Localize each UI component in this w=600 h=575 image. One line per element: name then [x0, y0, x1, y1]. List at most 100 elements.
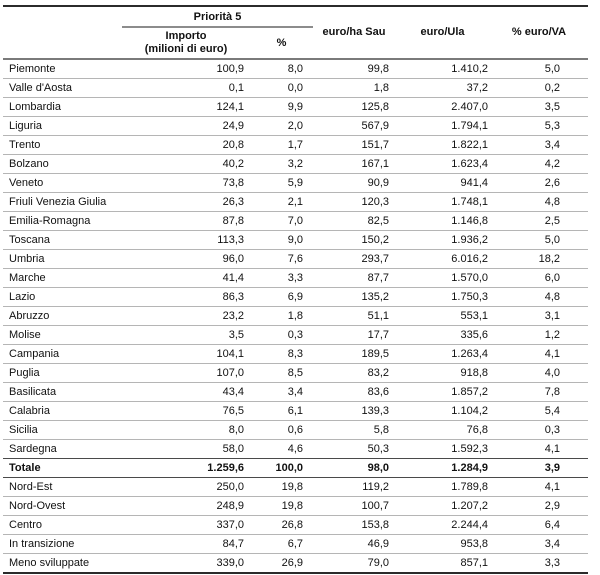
cell-sau: 125,8: [313, 97, 395, 117]
cell-pct: 9,0: [250, 230, 313, 250]
cell-sau: 120,3: [313, 192, 395, 212]
cell-pct: 0,3: [250, 325, 313, 345]
cell-va: 5,0: [544, 63, 560, 75]
cell-pct: 26,8: [250, 515, 313, 535]
table-row: Calabria 76,5 6,1 139,3 1.104,2 5,4: [3, 401, 588, 421]
cell-sau: 150,2: [313, 230, 395, 250]
table-row: Bolzano 40,2 3,2 167,1 1.623,4 4,2: [3, 154, 588, 174]
cell-importo: 41,4: [122, 268, 250, 288]
cell-importo: 100,9: [216, 63, 244, 75]
table-row: Molise 3,5 0,3 17,7 335,6 1,2: [3, 325, 588, 345]
cell-va: 5,3: [490, 116, 588, 136]
row-label: Meno sviluppate: [3, 553, 122, 573]
cell-ula: 1.284,9: [395, 458, 490, 478]
cell-ula: 1.936,2: [395, 230, 490, 250]
table-row: Sicilia 8,0 0,6 5,8 76,8 0,3: [3, 420, 588, 440]
cell-pct: 3,4: [250, 382, 313, 402]
cell-importo: 73,8: [122, 173, 250, 193]
cell-sau: 100,7: [313, 496, 395, 516]
cell-pct: 6,9: [250, 287, 313, 307]
table-header: Priorità 5 euro/ha Sau euro/Ula % euro/V…: [3, 6, 588, 59]
cell-pct: 9,9: [250, 97, 313, 117]
row-label: Basilicata: [3, 382, 122, 402]
cell-pct: 3,3: [250, 268, 313, 288]
cell-importo: 3,5: [122, 325, 250, 345]
cell-pct: 6,7: [250, 534, 313, 554]
cell-sau: 83,2: [313, 363, 395, 383]
cell-sau: 139,3: [313, 401, 395, 421]
header-group-row: Priorità 5 euro/ha Sau euro/Ula % euro/V…: [3, 6, 588, 38]
cell-pct: 0,6: [250, 420, 313, 440]
header-col-importo: Importo (milioni di euro): [144, 30, 228, 55]
row-label: Abruzzo: [3, 306, 122, 326]
cell-importo: 250,0: [122, 477, 250, 497]
cell-pct: 1,7: [250, 135, 313, 155]
row-label: Lombardia: [3, 97, 122, 117]
cell-importo: 26,3: [122, 192, 250, 212]
cell-sau: 99,8: [367, 63, 389, 75]
cell-sau: 189,5: [313, 344, 395, 364]
row-label: Bolzano: [3, 154, 122, 174]
cell-va: 3,9: [490, 458, 588, 478]
cell-sau: 79,0: [313, 553, 395, 573]
cell-va: 4,1: [490, 477, 588, 497]
cell-importo: 104,1: [122, 344, 250, 364]
cell-ula: 37,2: [395, 78, 490, 98]
cell-pct: 8,3: [250, 344, 313, 364]
cell-va: 0,3: [490, 420, 588, 440]
cell-va: 2,9: [490, 496, 588, 516]
row-label: Sardegna: [3, 439, 122, 459]
cell-ula: 1.570,0: [395, 268, 490, 288]
cell-ula: 1.857,2: [395, 382, 490, 402]
table-row: Nord-Ovest 248,9 19,8 100,7 1.207,2 2,9: [3, 496, 588, 516]
cell-pct: 2,0: [250, 116, 313, 136]
total-row: Totale 1.259,6 100,0 98,0 1.284,9 3,9: [3, 458, 588, 478]
header-col-euro-ha-sau: euro/ha Sau: [322, 26, 386, 39]
table-row: Trento 20,8 1,7 151,7 1.822,1 3,4: [3, 135, 588, 155]
row-label: In transizione: [3, 534, 122, 554]
cell-importo: 124,1: [122, 97, 250, 117]
table-row: Lombardia 124,1 9,9 125,8 2.407,0 3,5: [3, 97, 588, 117]
cell-sau: 50,3: [313, 439, 395, 459]
cell-pct: 1,8: [250, 306, 313, 326]
cell-va: 2,5: [490, 211, 588, 231]
cell-va: 6,0: [490, 268, 588, 288]
cell-ula: 1.104,2: [395, 401, 490, 421]
cell-sau: 90,9: [313, 173, 395, 193]
cell-ula: 1.146,8: [395, 211, 490, 231]
cell-ula: 1.750,3: [395, 287, 490, 307]
cell-importo: 0,1: [122, 78, 250, 98]
cell-pct: 6,1: [250, 401, 313, 421]
header-col-pct-euro-va: % euro/VA: [511, 26, 567, 39]
cell-importo: 40,2: [122, 154, 250, 174]
cell-sau: 167,1: [313, 154, 395, 174]
cell-importo: 24,9: [122, 116, 250, 136]
cell-va: 1,2: [490, 325, 588, 345]
cell-ula: 76,8: [395, 420, 490, 440]
cell-va: 4,8: [490, 192, 588, 212]
row-label: Valle d'Aosta: [3, 78, 122, 98]
cell-sau: 87,7: [313, 268, 395, 288]
cell-pct: 5,9: [250, 173, 313, 193]
row-label: Molise: [3, 325, 122, 345]
cell-va: 0,2: [490, 78, 588, 98]
cell-ula: 1.410,2: [451, 63, 488, 75]
cell-pct: 8,0: [287, 63, 303, 75]
row-label: Piemonte: [9, 63, 56, 75]
regional-priority5-table: Priorità 5 euro/ha Sau euro/Ula % euro/V…: [3, 5, 588, 574]
cell-pct: 7,0: [250, 211, 313, 231]
cell-sau: 293,7: [313, 249, 395, 269]
cell-sau: 135,2: [313, 287, 395, 307]
cell-ula: 1.794,1: [395, 116, 490, 136]
header-col-euro-ula: euro/Ula: [420, 26, 465, 39]
row-label: Sicilia: [3, 420, 122, 440]
cell-va: 3,4: [490, 534, 588, 554]
cell-ula: 941,4: [395, 173, 490, 193]
row-label: Friuli Venezia Giulia: [3, 192, 122, 212]
cell-importo: 113,3: [122, 230, 250, 250]
cell-importo: 339,0: [122, 553, 250, 573]
cell-va: 4,2: [490, 154, 588, 174]
cell-sau: 98,0: [313, 458, 395, 478]
cell-importo: 107,0: [122, 363, 250, 383]
